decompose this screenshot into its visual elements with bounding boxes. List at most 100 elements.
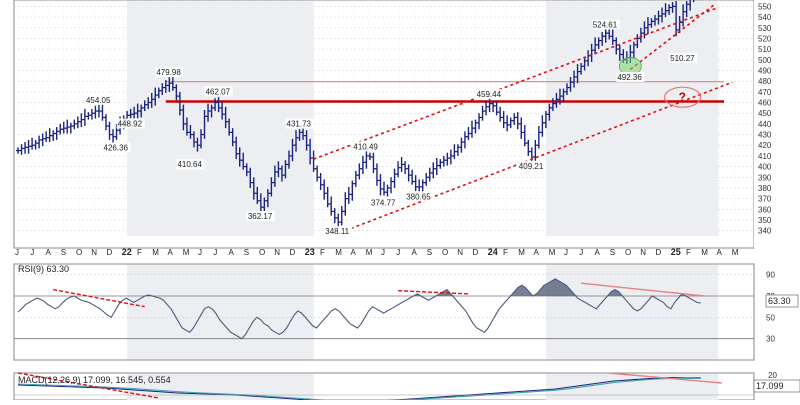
- x-tick-label: N: [457, 248, 463, 257]
- x-tick-label: D: [290, 248, 296, 257]
- price-y-tick-label: 370: [758, 195, 772, 204]
- x-tick-label: F: [320, 248, 325, 257]
- annotation-bg: [352, 141, 381, 152]
- rsi-divergence-line: [53, 288, 145, 308]
- macd-y-tick-label: 20: [768, 371, 777, 380]
- price-y-tick-label: 540: [758, 13, 772, 22]
- year-shade-band: [127, 374, 314, 400]
- rsi-year-shading: [127, 265, 719, 359]
- x-tick-label: S: [610, 248, 615, 257]
- annotation-bg: [591, 19, 620, 30]
- price-annotation-label: 409.21: [519, 162, 544, 171]
- price-y-tick-label: 550: [758, 2, 772, 11]
- x-tick-label: O: [76, 248, 82, 257]
- macd-title-label: MACD(12,26,9) 17.099, 16.545, 0.554: [18, 375, 171, 385]
- price-annotation-label: 510.27: [670, 54, 695, 63]
- year-shade-band: [545, 265, 719, 359]
- price-annotation-label: 459.44: [477, 90, 502, 99]
- x-tick-label: A: [168, 248, 174, 257]
- rsi-series-line: [17, 278, 701, 340]
- trendline: [313, 6, 719, 160]
- question-mark-circle: [664, 86, 702, 108]
- x-tick-label: O: [259, 248, 265, 257]
- x-tick-label: N: [91, 248, 97, 257]
- price-y-tick-label: 520: [758, 34, 772, 43]
- annotation-bg: [116, 118, 145, 129]
- price-y-tick-label: 350: [758, 216, 772, 225]
- x-tick-label: A: [534, 248, 540, 257]
- ohlc-bars: [16, 0, 695, 229]
- x-tick-label: J: [213, 248, 217, 257]
- trendlines: ?: [313, 3, 733, 232]
- rsi-overbought-fill: [18, 278, 701, 296]
- x-tick-label: A: [46, 248, 52, 257]
- macd-current-label-box: [753, 379, 800, 393]
- price-y-tick-label: 500: [758, 56, 772, 65]
- price-annotation-label: 380.65: [406, 192, 431, 201]
- price-y-tick-label: 510: [758, 45, 772, 54]
- annotation-bg: [102, 142, 131, 153]
- macd-divergence-line: [609, 372, 722, 384]
- macd-y-axis-ticks: 20: [768, 371, 777, 380]
- question-mark: ?: [679, 90, 686, 104]
- price-annotation-label: 410.64: [177, 160, 202, 169]
- x-tick-label: N: [640, 248, 646, 257]
- x-tick-label: A: [717, 248, 723, 257]
- price-y-tick-label: 410: [758, 152, 772, 161]
- x-tick-label: M: [518, 248, 525, 257]
- rsi-gridlines: [14, 274, 754, 340]
- x-tick-label: J: [381, 248, 385, 257]
- x-tick-label: S: [61, 248, 66, 257]
- year-shade-band: [545, 1, 719, 236]
- price-y-tick-label: 490: [758, 66, 772, 75]
- price-y-tick-label: 380: [758, 184, 772, 193]
- rsi-y-tick-label: 90: [766, 271, 775, 280]
- price-y-tick-label: 530: [758, 24, 772, 33]
- x-tick-label: N: [274, 248, 280, 257]
- x-tick-label: S: [244, 248, 249, 257]
- price-y-tick-label: 420: [758, 141, 772, 150]
- annotation-bg: [204, 86, 233, 97]
- price-y-tick-label: 390: [758, 173, 772, 182]
- year-shade-band: [127, 1, 314, 236]
- rsi-y-tick-label: 50: [766, 313, 775, 322]
- x-tick-label: M: [335, 248, 342, 257]
- x-tick-label: M: [366, 248, 373, 257]
- price-annotation-label: 454.05: [86, 96, 111, 105]
- x-tick-label: O: [442, 248, 448, 257]
- price-annotation-label: 426.36: [104, 143, 129, 152]
- x-tick-label: O: [625, 248, 631, 257]
- annotation-bg: [616, 71, 645, 82]
- price-y-tick-label: 480: [758, 77, 772, 86]
- annotation-bg: [285, 118, 314, 129]
- price-annotation-label: 462.07: [206, 87, 231, 96]
- x-tick-label: A: [412, 248, 418, 257]
- rsi-current-label-box: [765, 294, 799, 308]
- price-annotations: 454.05 426.36 448.92 479.98 410.64 462.07 362.…: [84, 19, 698, 237]
- annotation-bg: [405, 191, 434, 202]
- price-annotation-label: 492.36: [617, 73, 642, 82]
- annotation-bg: [370, 197, 398, 208]
- x-tick-label: J: [15, 248, 19, 257]
- rsi-line: [17, 278, 701, 340]
- x-tick-label: S: [427, 248, 432, 257]
- price-y-tick-label: 430: [758, 131, 772, 140]
- x-tick-label: A: [595, 248, 601, 257]
- price-annotation-label: 479.98: [156, 68, 181, 77]
- x-tick-label: J: [198, 248, 202, 257]
- price-annotation-label: 348.11: [325, 227, 349, 236]
- x-tick-label: 23: [305, 247, 315, 257]
- x-tick-label: F: [686, 248, 691, 257]
- price-y-tick-label: 340: [758, 227, 772, 236]
- x-tick-label: J: [30, 248, 34, 257]
- annotation-bg: [517, 160, 546, 171]
- macd-divergence-lines: [17, 372, 722, 399]
- annotation-bg: [176, 159, 205, 170]
- macd-legend: MACD(12,26,9) 17.099, 16.545, 0.554: [18, 375, 171, 385]
- x-tick-label: 24: [488, 247, 498, 257]
- year-shading: [127, 1, 719, 236]
- x-tick-label: A: [229, 248, 235, 257]
- price-y-tick-label: 460: [758, 99, 772, 108]
